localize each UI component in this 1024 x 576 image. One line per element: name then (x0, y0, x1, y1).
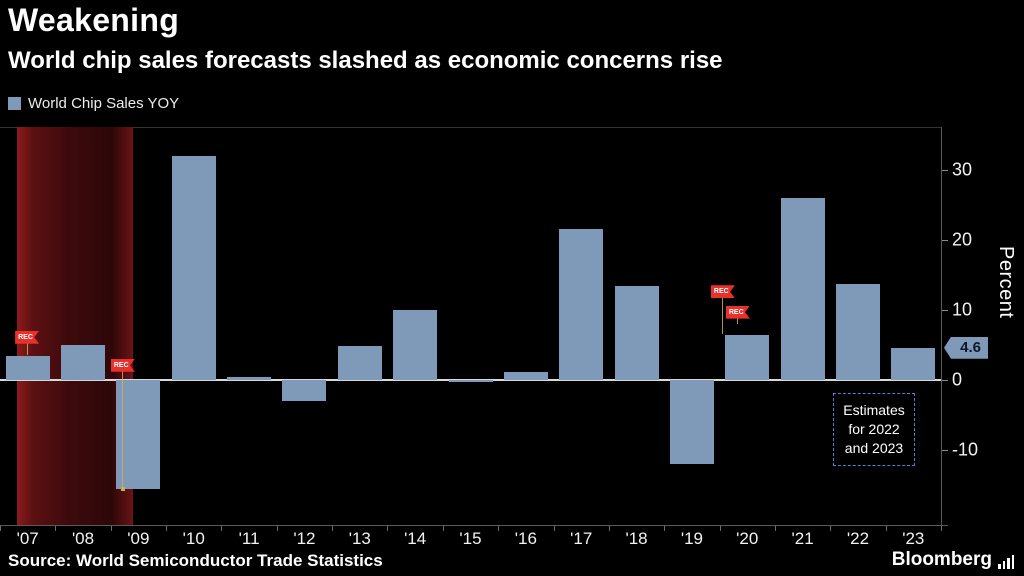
rec-flag-icon: REC (710, 285, 735, 299)
bar-'18 (614, 285, 659, 380)
current-value-tag: 4.6 (944, 336, 988, 359)
bar-'22 (835, 284, 880, 380)
estimates-annotation: Estimates for 2022 and 2023 (833, 393, 915, 466)
y-axis-line (941, 127, 942, 526)
bar-'19 (669, 380, 714, 464)
recession-band (16, 127, 133, 525)
bar-'11 (227, 377, 272, 380)
rec-flag-icon: REC (15, 330, 40, 344)
x-axis-tick (166, 526, 168, 531)
x-axis-tick (941, 526, 942, 531)
bar-'09 (116, 380, 161, 489)
x-axis-label-'23: '23 (902, 529, 925, 548)
x-axis-line (0, 525, 948, 526)
y-axis-label-10: 10 (952, 299, 973, 320)
x-axis-tick (830, 526, 832, 531)
y-axis-tick (942, 170, 948, 171)
x-axis-tick (0, 526, 1, 531)
x-axis-tick (885, 526, 887, 531)
bloomberg-terminal-icon (998, 555, 1014, 571)
bar-'21 (780, 198, 825, 380)
bloomberg-logo: Bloomberg (892, 549, 1014, 571)
bloomberg-wordmark: Bloomberg (891, 549, 992, 570)
x-axis-label-'08: '08 (71, 529, 95, 548)
x-axis-tick (664, 526, 666, 531)
legend-swatch-icon (8, 97, 21, 110)
bar-'17 (559, 228, 604, 380)
y-axis-label-30: 30 (952, 159, 973, 180)
rec-flagpole (122, 365, 124, 489)
x-axis-label-'11: '11 (238, 529, 260, 548)
y-axis-tick (942, 450, 948, 451)
y-axis-tick (942, 310, 948, 311)
rec-flag-icon: REC (725, 305, 750, 319)
x-axis-label-'09: '09 (127, 529, 150, 548)
x-axis-tick (442, 526, 444, 531)
chart-plot-area: REC REC REC REC (0, 127, 941, 525)
x-axis-tick (276, 526, 278, 531)
x-axis-label-'18: '18 (625, 529, 648, 548)
x-axis-label-'20: '20 (736, 529, 759, 548)
x-axis-tick (387, 526, 389, 531)
x-axis-label-'22: '22 (846, 529, 870, 548)
bar-'07 (5, 355, 50, 380)
x-axis-label-'13: '13 (348, 529, 371, 548)
x-axis-tick (608, 526, 610, 531)
bar-'14 (393, 310, 438, 380)
bar-'23 (891, 347, 936, 380)
bar-'12 (282, 380, 327, 401)
x-axis-tick (774, 526, 776, 531)
x-axis-label-'07: '07 (16, 529, 39, 548)
x-axis-label-'12: '12 (293, 529, 316, 548)
page-title: Weakening (8, 2, 180, 38)
x-axis-label-'15: '15 (459, 529, 482, 548)
x-axis-tick (221, 526, 223, 531)
rec-flagpole (26, 337, 28, 356)
x-axis-label-'19: '19 (680, 529, 703, 548)
x-axis-label-'17: '17 (570, 529, 593, 548)
y-axis-label-20: 20 (952, 229, 973, 250)
legend-label: World Chip Sales YOY (28, 95, 180, 112)
chart-subtitle: World chip sales forecasts slashed as ec… (8, 47, 723, 74)
y-axis-title: Percent (995, 246, 1017, 319)
bar-'08 (61, 345, 106, 380)
bar-'15 (448, 380, 493, 383)
x-axis-label-'16: '16 (514, 529, 537, 548)
rec-flag-icon: REC (110, 358, 135, 372)
rec-flag-dot (120, 486, 125, 491)
rec-flagpole (722, 291, 724, 335)
x-axis-tick (719, 526, 721, 531)
x-axis-label-'14: '14 (404, 529, 427, 548)
y-axis-label-0: 0 (952, 369, 963, 390)
bar-'13 (337, 346, 382, 380)
x-axis-label-'21: '21 (791, 529, 814, 548)
bar-'20 (725, 334, 770, 380)
x-axis-tick (498, 526, 500, 531)
bar-'16 (503, 371, 548, 380)
legend: World Chip Sales YOY (8, 95, 179, 112)
x-axis-tick (55, 526, 57, 531)
y-axis-tick (942, 380, 948, 381)
y-axis-label--10: -10 (952, 439, 979, 460)
plot-top-border (0, 127, 941, 128)
y-axis-tick (942, 240, 948, 241)
x-axis-label-'10: '10 (182, 529, 205, 548)
bar-'10 (171, 156, 216, 380)
x-axis-tick (553, 526, 555, 531)
source-text: Source: World Semiconductor Trade Statis… (8, 551, 383, 570)
x-axis-tick (110, 526, 112, 531)
x-axis-tick (332, 526, 334, 531)
